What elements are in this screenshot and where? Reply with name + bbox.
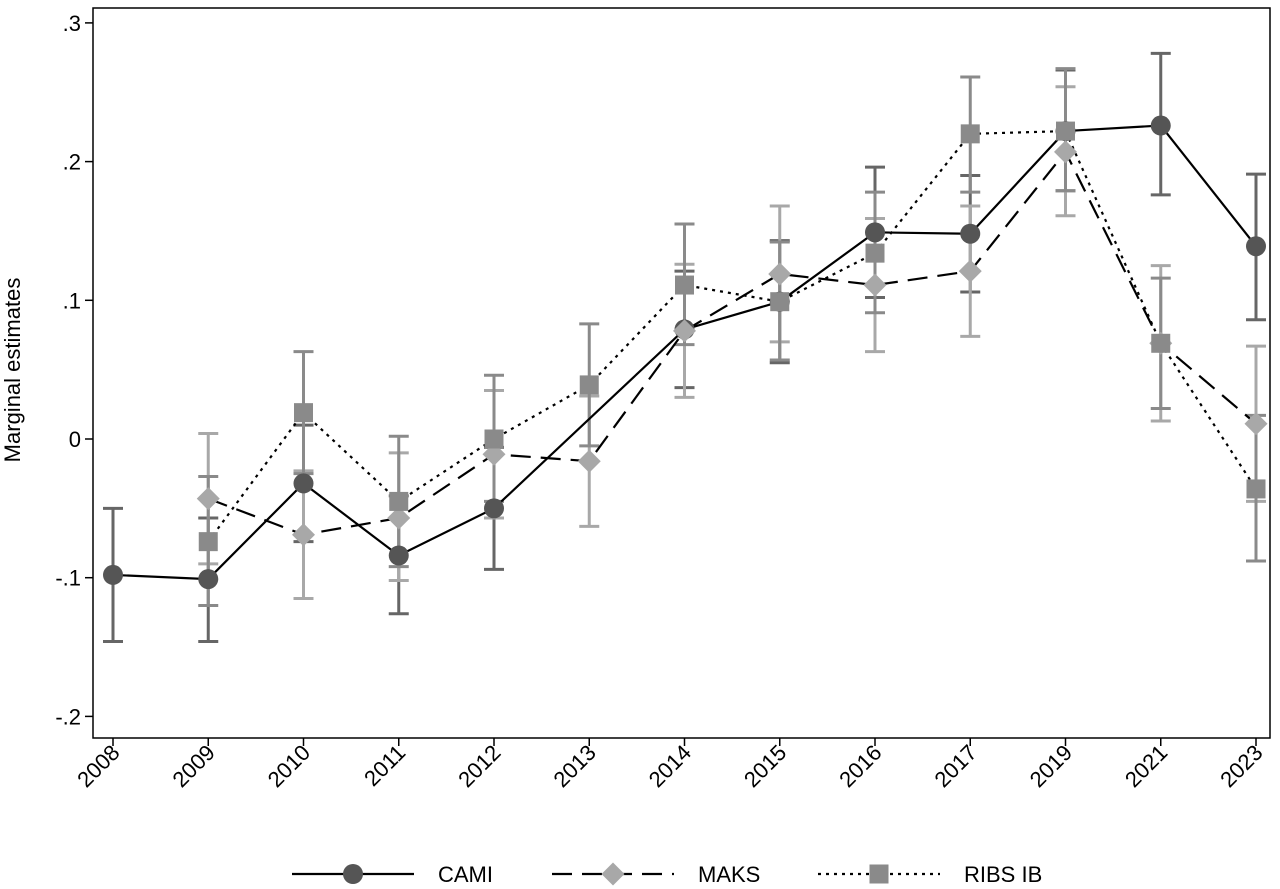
legend-cami-marker bbox=[343, 864, 363, 884]
ribs-ib-marker bbox=[1056, 121, 1075, 141]
x-tick-label: 2019 bbox=[1025, 740, 1077, 792]
x-tick-label: 2012 bbox=[453, 740, 505, 792]
series-markers bbox=[103, 115, 1268, 590]
cami-marker bbox=[1246, 236, 1266, 257]
x-tick-label: 2016 bbox=[834, 740, 886, 792]
maks-marker bbox=[482, 442, 506, 466]
y-tick-label: .1 bbox=[63, 288, 81, 313]
y-tick-label: .2 bbox=[63, 150, 81, 175]
x-tick-label: 2023 bbox=[1215, 740, 1267, 792]
cami-marker bbox=[198, 569, 219, 590]
x-tick-label: 2017 bbox=[929, 740, 981, 792]
cami-marker bbox=[388, 545, 409, 566]
y-tick-label: .3 bbox=[63, 11, 81, 36]
maks-marker bbox=[673, 319, 696, 343]
maks-marker bbox=[292, 523, 315, 547]
cami-marker bbox=[103, 564, 123, 585]
maks-marker bbox=[863, 273, 887, 297]
y-axis-label: Marginal estimates bbox=[0, 278, 25, 463]
y-tick-label: -.2 bbox=[55, 704, 81, 729]
ribs-ib-marker bbox=[198, 532, 218, 552]
ribs-ib-marker bbox=[1246, 479, 1266, 499]
x-axis: 2008 2009 2010 2011 2012 2013 2014 2015 2016 2017… bbox=[72, 738, 1268, 792]
cami-marker bbox=[960, 223, 981, 244]
maks-marker bbox=[958, 259, 982, 283]
y-tick-label: -.1 bbox=[55, 566, 81, 591]
x-tick-label: 2010 bbox=[263, 740, 315, 792]
maks-line bbox=[207, 149, 1257, 536]
ribs-ib-marker bbox=[960, 124, 980, 144]
legend-ribs-ib-label: RIBS IB bbox=[964, 862, 1042, 887]
cami-marker bbox=[1150, 115, 1171, 136]
legend-ribs-ib-marker bbox=[869, 864, 889, 884]
y-axis: .3 .2 .1 0 -.1 -.2 bbox=[55, 11, 93, 729]
ribs-ib-marker bbox=[579, 375, 599, 395]
ribs-ib-marker bbox=[865, 243, 885, 263]
x-tick-label: 2011 bbox=[359, 740, 410, 791]
plot-frame bbox=[92, 7, 1271, 739]
series-lines bbox=[112, 124, 1257, 581]
cami-marker bbox=[293, 473, 314, 494]
ribs-ib-marker bbox=[675, 275, 694, 295]
x-tick-label: 2013 bbox=[548, 740, 600, 792]
ribs-ib-marker bbox=[770, 292, 790, 312]
legend: CAMI MAKS RIBS IB bbox=[292, 862, 1042, 887]
maks-marker bbox=[196, 487, 220, 511]
maks-marker bbox=[768, 262, 792, 286]
legend-maks-marker bbox=[601, 862, 625, 886]
y-tick-label: 0 bbox=[69, 427, 81, 452]
cami-marker bbox=[484, 498, 504, 519]
x-tick-label: 2014 bbox=[644, 740, 696, 792]
maks-marker bbox=[1244, 412, 1268, 436]
maks-marker bbox=[577, 449, 601, 473]
cami-marker bbox=[865, 222, 885, 243]
ribs-ib-marker bbox=[1151, 333, 1171, 353]
x-tick-label: 2008 bbox=[72, 740, 124, 792]
cami-line bbox=[112, 124, 1257, 581]
legend-maks-label: MAKS bbox=[698, 862, 760, 887]
maks-marker bbox=[1054, 140, 1077, 164]
maks-marker bbox=[387, 506, 411, 530]
x-tick-label: 2009 bbox=[167, 740, 219, 792]
ribs-ib-marker bbox=[484, 429, 504, 449]
legend-cami-label: CAMI bbox=[438, 862, 493, 887]
ribs-ib-marker bbox=[389, 491, 409, 511]
x-tick-label: 2021 bbox=[1120, 740, 1172, 792]
x-tick-label: 2015 bbox=[739, 740, 791, 792]
ribs-ib-marker bbox=[294, 403, 313, 423]
